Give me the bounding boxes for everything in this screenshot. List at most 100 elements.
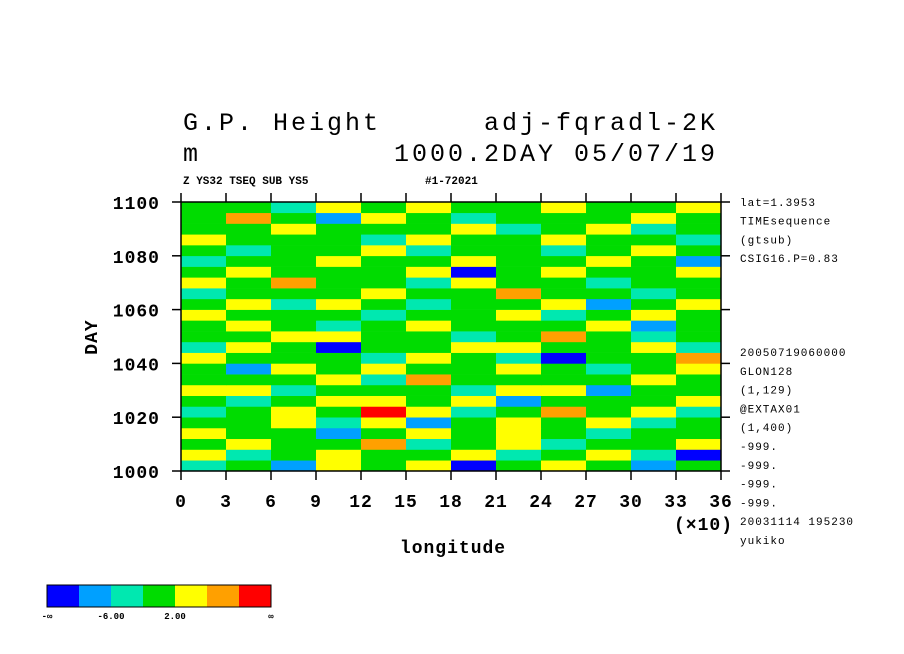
cell [406,223,452,235]
cell [541,374,587,386]
cell [631,234,677,246]
cell [541,320,587,332]
units: m [183,140,201,169]
cell [676,406,722,418]
cell [271,202,317,214]
cell [631,320,677,332]
cell [496,320,542,332]
cell [181,331,227,343]
cell [271,341,317,353]
colorbar-swatch [207,585,239,607]
cell [316,395,362,407]
cell [676,331,722,343]
colorbar-label: -∞ [42,612,53,622]
cell [181,245,227,257]
cell [316,427,362,440]
cell [451,288,497,300]
cell [226,460,272,472]
cell [226,449,272,461]
cell [181,320,227,332]
cell [316,384,362,396]
colorbar-swatch [47,585,79,607]
cell [361,245,407,257]
cell [586,427,632,440]
cell [316,298,362,310]
cell [451,417,497,429]
cell [316,449,362,461]
x-tick-label: 27 [574,493,598,513]
cell [271,288,317,300]
cell [631,245,677,257]
cell [271,212,317,224]
cell [361,266,407,278]
cell [361,277,407,289]
cell [361,384,407,396]
cell [631,277,677,289]
cell [586,384,632,396]
cell [676,352,722,364]
cell [676,374,722,386]
cell [226,363,272,375]
cell [451,320,497,332]
cell [541,255,587,267]
cell [181,277,227,289]
cell [676,202,722,214]
cell [181,341,227,353]
cell [316,417,362,429]
cell [316,309,362,321]
cell [541,266,587,278]
cell [586,309,632,321]
cell [406,427,452,440]
cell [316,352,362,364]
cell [316,406,362,418]
cell [586,460,632,472]
cell [451,245,497,257]
cell [361,320,407,332]
cell [496,384,542,396]
cell [496,298,542,310]
annotation: (1,129) [740,386,793,398]
cell [226,374,272,386]
cell [226,277,272,289]
cell [361,331,407,343]
x-scale-label: (×10) [674,516,733,536]
cell [406,331,452,343]
cell [451,352,497,364]
cell [676,245,722,257]
cell [451,266,497,278]
cell [496,245,542,257]
cell [676,384,722,396]
cell [541,331,587,343]
colorbar-label: -6.00 [97,612,124,622]
cell [271,460,317,472]
cell [181,255,227,267]
x-tick-label: 3 [220,493,232,513]
cell [271,266,317,278]
cell [316,277,362,289]
cell [451,202,497,214]
cell [406,449,452,461]
cell [631,331,677,343]
cell [406,266,452,278]
x-tick-label: 6 [265,493,277,513]
x-tick-label: 33 [664,493,688,513]
cell [541,363,587,375]
annotation: (1,400) [740,423,793,435]
cell [271,277,317,289]
cell [181,395,227,407]
cell [181,234,227,246]
cell [361,395,407,407]
cell [541,395,587,407]
cell [406,255,452,267]
x-tick-label: 36 [709,493,733,513]
cell [451,460,497,472]
cell [496,449,542,461]
cell [496,341,542,353]
chart-title-right: adj-fqradl-2K [484,109,718,138]
cell [226,341,272,353]
cell [406,352,452,364]
cell [631,288,677,300]
cell [226,331,272,343]
cell [226,427,272,440]
annotation: -999. [740,461,778,473]
